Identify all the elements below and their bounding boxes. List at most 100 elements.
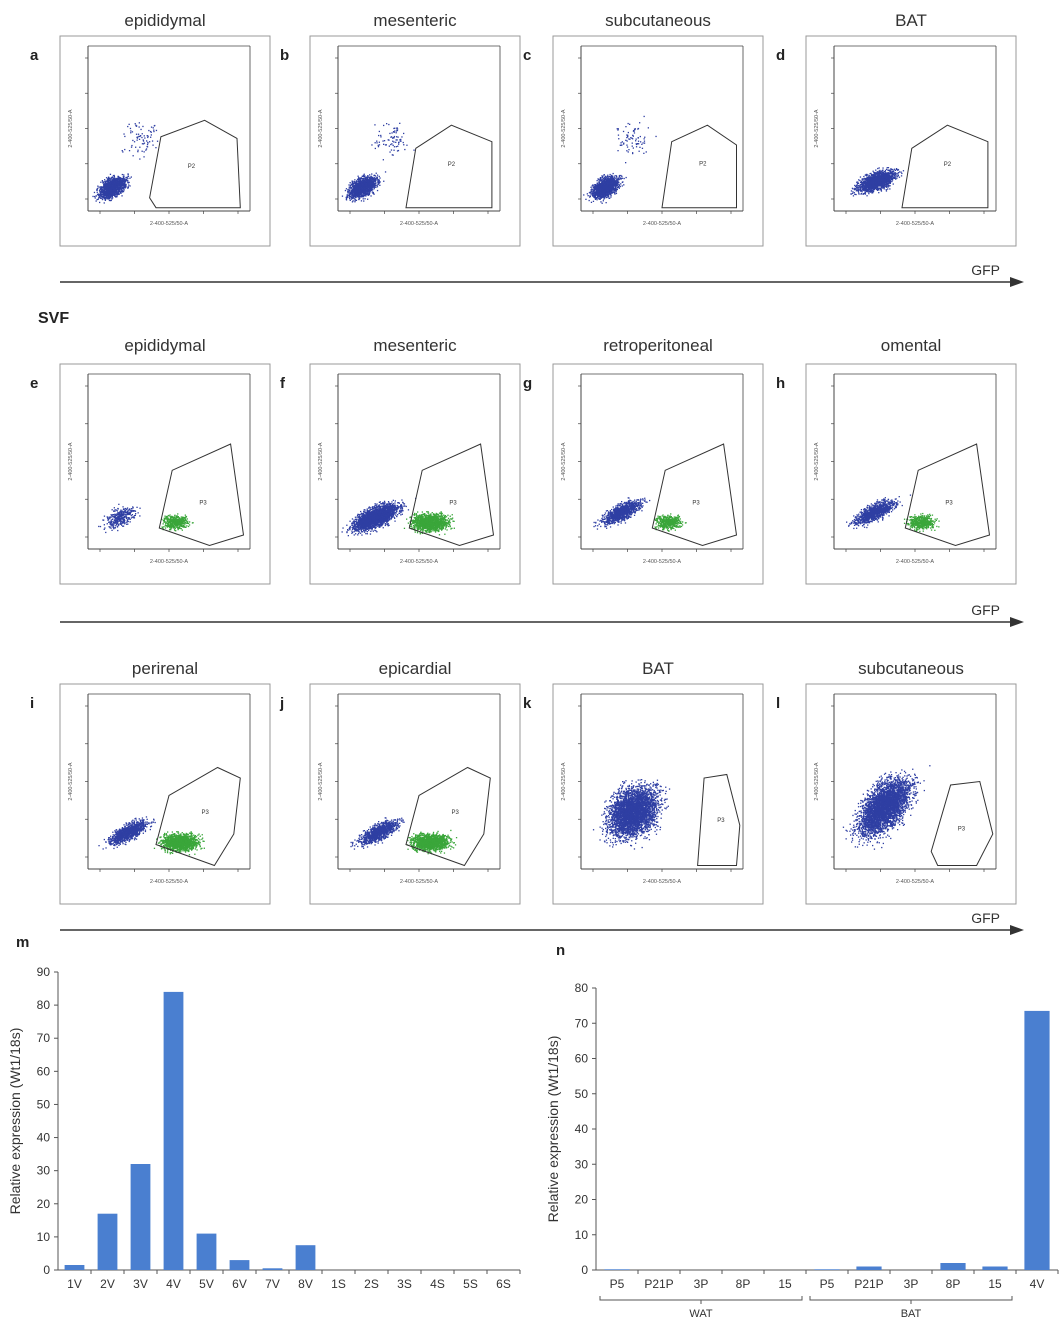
panel-title: epididymal [124,336,205,355]
x-tick-label: 7V [265,1277,280,1291]
x-tick-label: P5 [820,1277,835,1291]
x-axis-label: 2-400-525/50-A [400,221,439,227]
y-axis-label: 2-400-525/50-A [68,762,74,801]
y-axis-label: 2-400-525/50-A [561,762,567,801]
gate-label: P3 [449,501,457,507]
gate-polygon [652,444,736,546]
gate-label: P3 [692,501,700,507]
scatter-points [846,495,940,533]
panel-letter: c [523,47,531,64]
x-tick-label: P5 [610,1277,625,1291]
x-tick-label: 8P [946,1277,961,1291]
x-tick-label: 1V [67,1277,82,1291]
group-label: WAT [689,1308,712,1320]
panel-letter: l [776,695,780,712]
x-tick-label: 3S [397,1277,412,1291]
facs-panel-j: epicardialj2-400-525/50-A2-400-525/50-AP… [279,659,520,904]
x-tick-label: 4V [1030,1277,1045,1291]
x-axis-label: 2-400-525/50-A [150,559,189,565]
bar-P5-5 [814,1269,839,1270]
x-tick-label: 8V [298,1277,313,1291]
x-tick-label: 5V [199,1277,214,1291]
panel-frame [310,364,520,584]
panel-title: mesenteric [373,336,457,355]
panel-letter: n [556,942,565,959]
panel-title: BAT [895,11,927,30]
bar-P5-0 [604,1269,629,1270]
scatter-points [98,504,194,533]
panel-title: subcutaneous [858,659,964,678]
facs-panel-b: mesentericb2-400-525/50-A2-400-525/50-AP… [280,11,520,246]
bar-P21P-6 [856,1267,881,1271]
y-tick-label: 30 [575,1157,589,1171]
bar-6V-5 [230,1260,250,1270]
y-axis-title: Relative expression (Wt1/18s) [7,1028,23,1215]
scatter-points [593,779,670,850]
y-tick-label: 0 [43,1263,50,1277]
facs-panel-a: epididymala2-400-525/50-A2-400-525/50-AP… [30,11,270,246]
x-tick-label: 3P [694,1277,709,1291]
gate-polygon [406,768,490,866]
facs-panel-f: mesentericf2-400-525/50-A2-400-525/50-AP… [280,336,520,584]
bar-4V-3 [164,992,184,1270]
facs-panel-l: subcutaneousl2-400-525/50-A2-400-525/50-… [776,659,1016,904]
scatter-points [593,497,686,532]
x-tick-label: P21P [854,1277,883,1291]
group-label: BAT [901,1308,922,1320]
x-axis-label: 2-400-525/50-A [643,221,682,227]
panel-frame [806,684,1016,904]
x-tick-label: 5S [463,1277,478,1291]
y-tick-label: 20 [575,1193,589,1207]
bar-2V-1 [98,1214,118,1270]
panel-title: epicardial [379,659,452,678]
y-tick-label: 10 [575,1228,589,1242]
y-tick-label: 70 [575,1016,589,1030]
x-axis-label: 2-400-525/50-A [400,559,439,565]
x-axis-label: 2-400-525/50-A [896,559,935,565]
panel-title: epididymal [124,11,205,30]
x-tick-label: 1S [331,1277,346,1291]
x-tick-label: 4V [166,1277,181,1291]
y-tick-label: 80 [37,998,51,1012]
panel-title: subcutaneous [605,11,711,30]
gate-label: P3 [945,501,953,507]
y-axis-label: 2-400-525/50-A [814,109,820,148]
x-tick-label: P21P [644,1277,673,1291]
y-tick-label: 70 [37,1031,51,1045]
y-tick-label: 80 [575,981,589,995]
y-axis-label: 2-400-525/50-A [318,762,324,801]
panel-letter: d [776,47,785,64]
panel-letter: i [30,695,34,712]
y-axis-label: 2-400-525/50-A [68,109,74,148]
x-tick-label: 6S [496,1277,511,1291]
scatter-points [342,498,456,537]
x-tick-label: 8P [736,1277,751,1291]
bar-8V-7 [296,1245,316,1270]
x-tick-label: 2S [364,1277,379,1291]
panel-frame [553,364,763,584]
gfp-arrow-head [1010,617,1024,627]
y-tick-label: 50 [37,1097,51,1111]
scatter-points [350,817,457,854]
y-axis-label: 2-400-525/50-A [318,109,324,148]
facs-panel-g: retroperitonealg2-400-525/50-A2-400-525/… [523,336,763,584]
bar-8P-8 [940,1263,965,1270]
panel-letter: a [30,47,39,64]
gate-polygon [159,444,243,546]
panel-letter: j [279,695,284,712]
y-tick-label: 10 [37,1230,51,1244]
gate-label: P3 [717,818,725,824]
scatter-points [843,765,931,850]
x-tick-label: 3V [133,1277,148,1291]
y-tick-label: 60 [575,1052,589,1066]
scatter-points [342,123,415,203]
y-tick-label: 0 [581,1263,588,1277]
facs-panel-e: epididymale2-400-525/50-A2-400-525/50-AP… [30,336,270,584]
panel-title: perirenal [132,659,198,678]
gate-label: P2 [188,164,196,170]
scatter-points [583,116,657,204]
